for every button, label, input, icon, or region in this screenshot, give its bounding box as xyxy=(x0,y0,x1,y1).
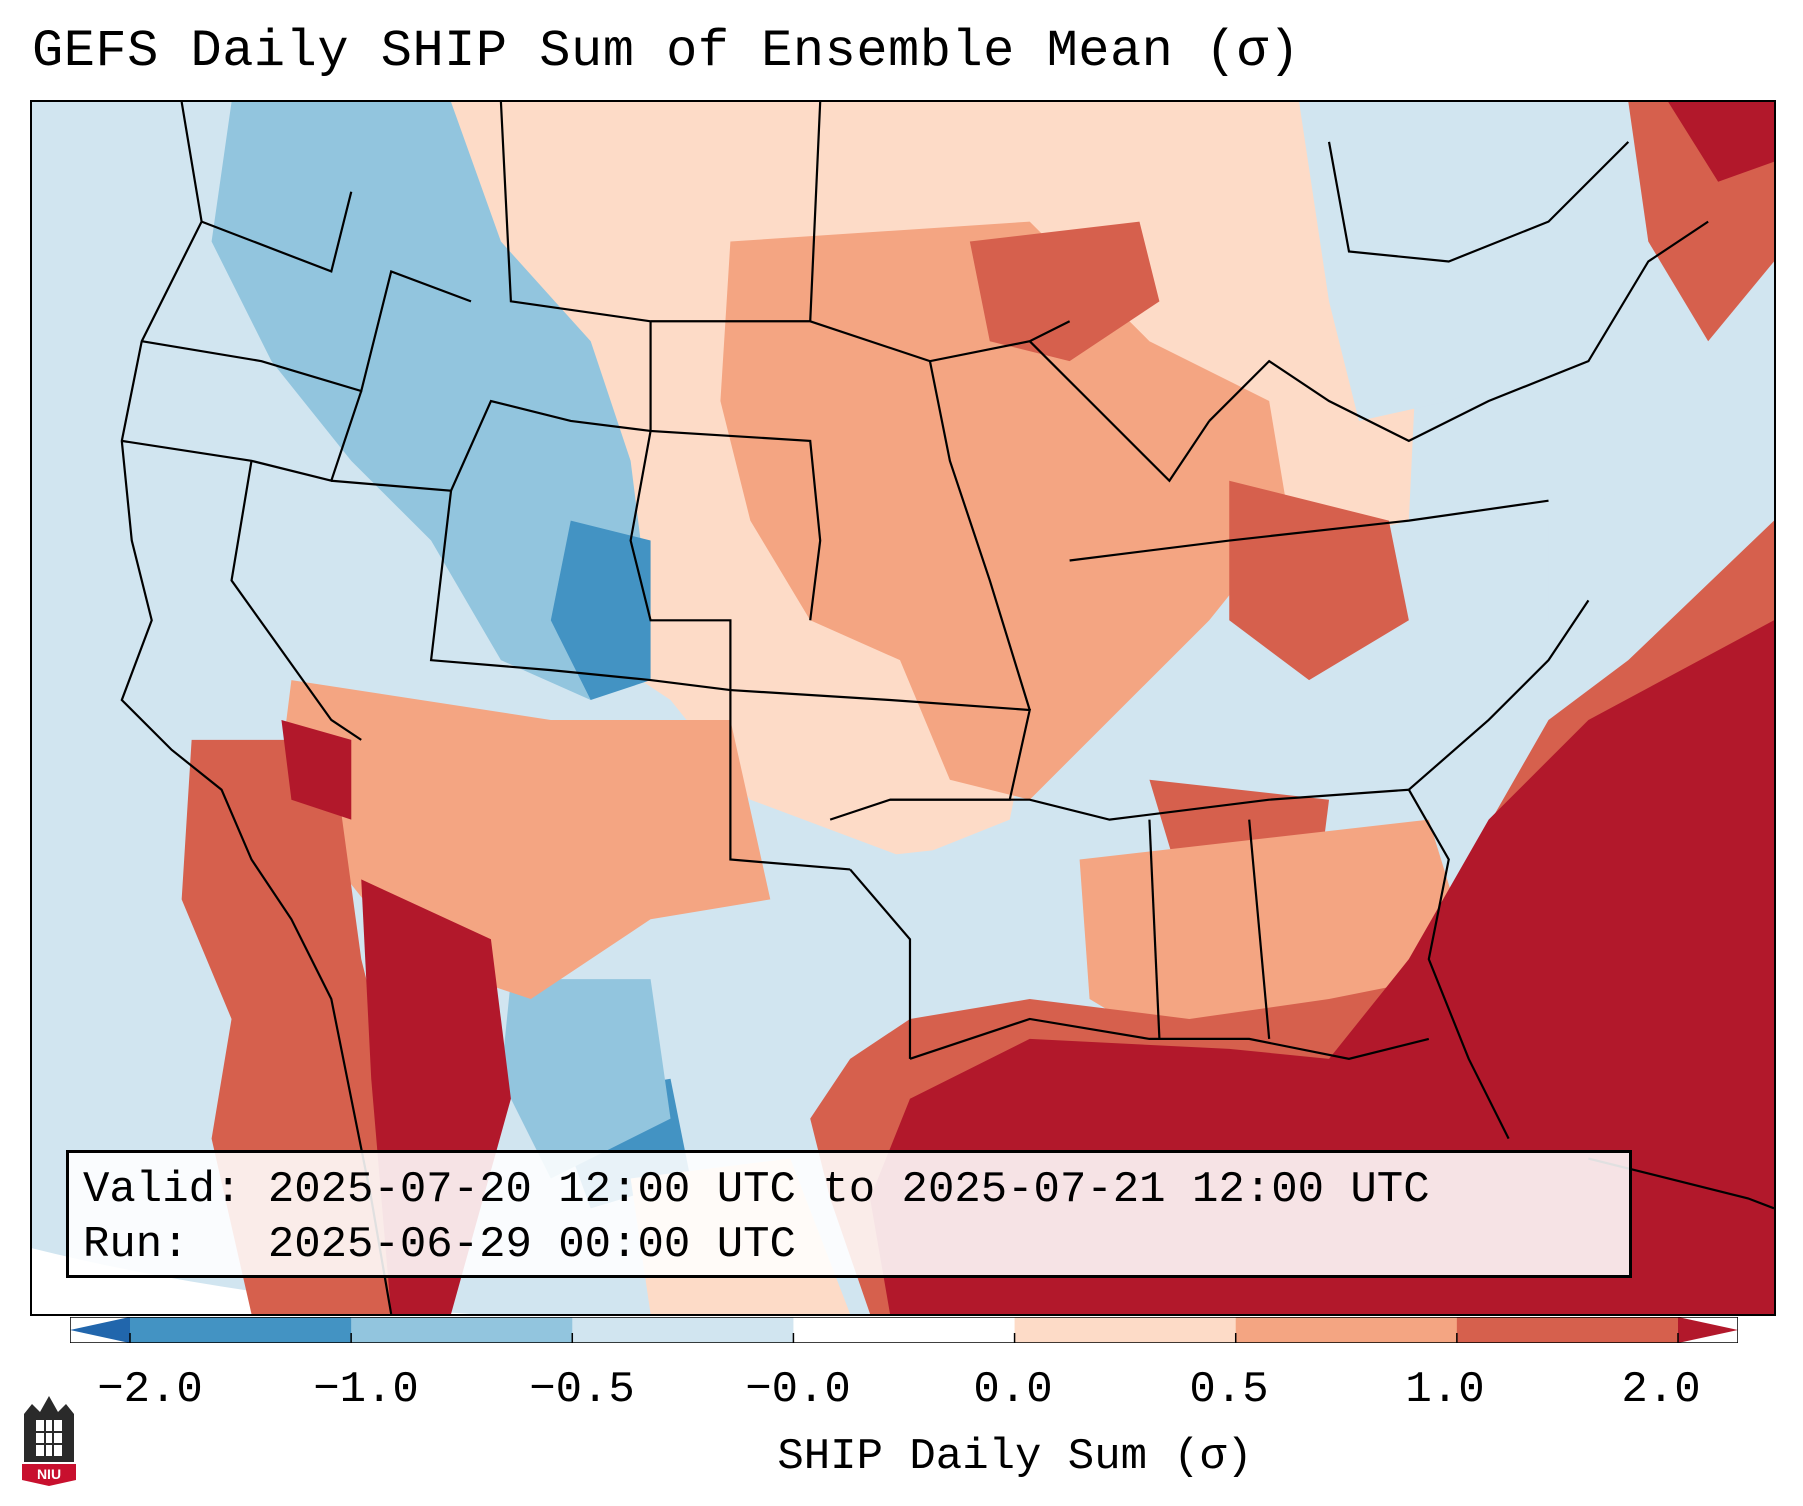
dakota-nebraska-border xyxy=(649,321,822,621)
negative-region-mexico xyxy=(500,979,671,1179)
colorbar-tick-label: 2.0 xyxy=(1621,1365,1701,1415)
gulf-coastline xyxy=(909,1017,1430,1060)
colorbar-bin xyxy=(1456,1317,1679,1343)
positive-region-midwest xyxy=(720,221,1290,800)
colorbar-bin xyxy=(1014,1317,1237,1343)
oklahoma-kansas-border xyxy=(730,688,1032,821)
ohio-pa-border xyxy=(1069,499,1549,562)
alabama-georgia-border xyxy=(1248,819,1271,1040)
strong-positive-ohio xyxy=(1229,480,1409,681)
colorbar-tick-label: −1.0 xyxy=(313,1365,419,1415)
weak-negative-region-midatlantic xyxy=(1548,480,1689,661)
colorbar xyxy=(70,1317,1738,1343)
canada-quebec-border xyxy=(1327,141,1630,263)
atlantic-coast-north xyxy=(1408,599,1590,791)
colorbar-extend-low xyxy=(70,1317,130,1343)
colorado-border xyxy=(629,430,732,691)
map-panel xyxy=(30,100,1776,1316)
extreme-positive-gulf-atlantic xyxy=(870,620,1774,1314)
logo-text: NIU xyxy=(37,1466,61,1482)
colorbar-extend-high xyxy=(1678,1317,1738,1343)
colorbar-tick-label: −0.0 xyxy=(745,1365,851,1415)
negative-region-rockies xyxy=(211,102,651,701)
colorbar-bin xyxy=(793,1317,1016,1343)
colorbar-bin xyxy=(572,1317,794,1343)
new-mexico-texas-border xyxy=(729,690,851,871)
colorbar-tick-label: 0.5 xyxy=(1189,1365,1269,1415)
idaho-wyoming-border xyxy=(331,399,651,492)
colorbar-bin xyxy=(1235,1317,1458,1343)
arkansas-tennessee-border xyxy=(890,788,1409,821)
pacific-coastline xyxy=(120,102,393,1314)
colorbar-tick-label: 1.0 xyxy=(1405,1365,1485,1415)
valid-time-line: Valid: 2025-07-20 12:00 UTC to 2025-07-2… xyxy=(83,1165,1430,1215)
atlantic-coast-south xyxy=(1407,789,1510,1140)
ship-anomaly-map xyxy=(32,102,1774,1314)
off-domain-area xyxy=(32,1248,471,1314)
colorbar-tick-label: −2.0 xyxy=(97,1365,203,1415)
california-nevada-border xyxy=(230,460,362,741)
minnesota-border xyxy=(809,320,1071,363)
map-title: GEFS Daily SHIP Sum of Ensemble Mean (σ) xyxy=(32,22,1301,81)
mississippi-alabama-border xyxy=(1148,819,1161,1039)
validity-info-box: Valid: 2025-07-20 12:00 UTC to 2025-07-2… xyxy=(66,1150,1632,1278)
extreme-positive-southern-california xyxy=(281,719,352,820)
political-borders xyxy=(120,102,1774,1314)
mississippi-river xyxy=(928,360,1031,711)
colorbar-label: SHIP Daily Sum (σ) xyxy=(777,1432,1253,1482)
strong-negative-colorado xyxy=(550,520,651,701)
nevada-north-border xyxy=(121,390,363,483)
montana-dakota-border xyxy=(499,102,822,323)
colorbar-bin xyxy=(351,1317,573,1343)
colorbar-tick-label: 0.0 xyxy=(973,1365,1053,1415)
run-time-line: Run: 2025-06-29 00:00 UTC xyxy=(83,1220,796,1270)
northeast-border xyxy=(1208,220,1709,443)
colorbar-bin xyxy=(130,1317,352,1343)
washington-border xyxy=(201,191,353,273)
strong-positive-minnesota xyxy=(969,221,1160,362)
great-lakes-shore xyxy=(1028,340,1211,483)
colorbar-tick-label: −0.5 xyxy=(529,1365,635,1415)
extreme-positive-maritimes xyxy=(1668,102,1774,182)
weak-negative-region-northeast xyxy=(1299,102,1649,421)
texas-louisiana-border xyxy=(849,868,912,1059)
utah-arizona-border xyxy=(429,490,731,692)
niu-logo: NIU xyxy=(22,1396,76,1486)
